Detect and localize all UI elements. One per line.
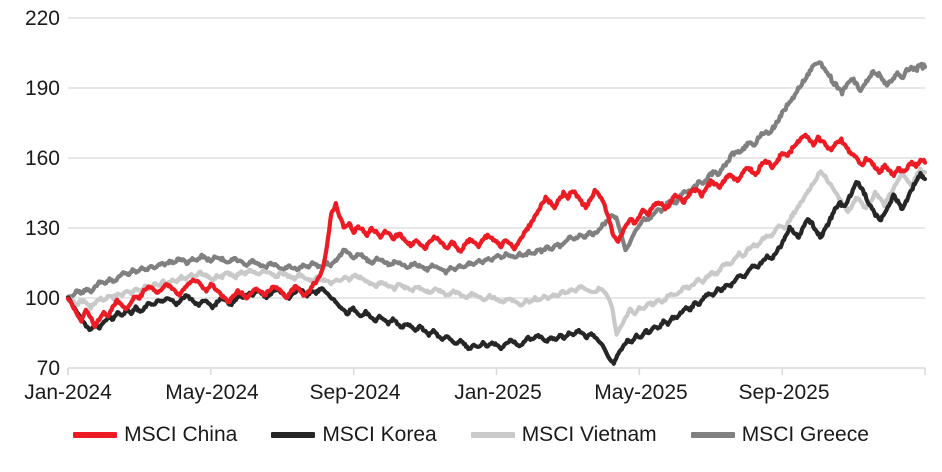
- legend-item-msci-korea[interactable]: MSCI Korea: [271, 423, 437, 446]
- legend-swatch-msci-china: [73, 431, 118, 438]
- legend-item-msci-china[interactable]: MSCI China: [73, 424, 237, 445]
- series-line-msci-vietnam: [65, 166, 928, 337]
- series-line-msci-greece: [65, 60, 928, 300]
- y-tick-label-70: 70: [36, 357, 60, 380]
- y-tick-label-130: 130: [24, 217, 60, 240]
- x-tick-label-sep-2025: Sep-2025: [738, 381, 830, 404]
- series-line-msci-china: [65, 132, 928, 330]
- x-tick-label-may-2024: May-2024: [165, 381, 259, 404]
- x-axis-ticks: [67, 368, 926, 375]
- legend-swatch-msci-korea: [271, 431, 316, 438]
- x-tick-label-jan-2024: Jan-2024: [24, 381, 112, 404]
- series-line-msci-korea: [65, 170, 928, 366]
- legend-swatch-msci-vietnam: [470, 431, 515, 438]
- gridlines: [68, 17, 925, 369]
- x-tick-label-may-2025: May-2025: [594, 381, 688, 404]
- series-lines: [65, 60, 928, 366]
- y-tick-label-190: 190: [24, 77, 60, 100]
- legend-label-msci-korea: MSCI Korea: [322, 423, 437, 446]
- chart-legend: MSCI China MSCI Korea MSCI Vietnam MSCI …: [0, 424, 942, 445]
- y-tick-label-220: 220: [24, 7, 60, 30]
- legend-swatch-msci-greece: [690, 431, 735, 438]
- x-tick-label-jan-2025: Jan-2025: [454, 381, 542, 404]
- y-tick-label-100: 100: [24, 287, 60, 310]
- legend-label-msci-vietnam: MSCI Vietnam: [521, 423, 657, 446]
- legend-label-msci-greece: MSCI Greece: [741, 423, 869, 446]
- y-tick-label-160: 160: [24, 147, 60, 170]
- legend-item-msci-greece[interactable]: MSCI Greece: [690, 423, 869, 446]
- legend-item-msci-vietnam[interactable]: MSCI Vietnam: [470, 423, 657, 446]
- legend-label-msci-china: MSCI China: [124, 423, 238, 446]
- x-tick-label-sep-2024: Sep-2024: [309, 381, 401, 404]
